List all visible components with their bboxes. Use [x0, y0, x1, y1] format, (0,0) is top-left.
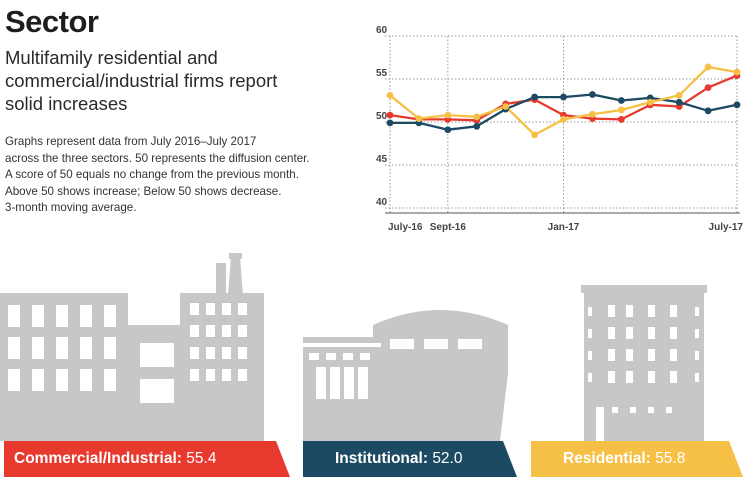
commercial-windows [8, 303, 247, 403]
data-point-commercial_industrial [704, 84, 712, 91]
data-point-residential [560, 116, 567, 123]
subtitle-line: Multifamily residential and [5, 47, 218, 68]
data-point-commercial_industrial [386, 111, 394, 119]
y-tick-label: 45 [376, 154, 388, 165]
residential-banner: Residential: 55.8 [531, 441, 743, 477]
sector-label: Institutional: [335, 450, 428, 467]
chart-description: Graphs represent data from July 2016–Jul… [5, 134, 350, 217]
data-point-residential [733, 68, 741, 76]
description-line: Graphs represent data from July 2016–Jul… [5, 135, 257, 148]
data-point-residential [617, 106, 625, 114]
sector-value: 55.8 [655, 450, 686, 467]
data-point-residential [386, 91, 394, 99]
data-point-residential [502, 103, 510, 110]
data-point-residential [675, 91, 683, 99]
data-point-institutional [675, 98, 683, 106]
description-line: A score of 50 equals no change from the … [5, 168, 299, 181]
data-point-institutional [386, 119, 394, 127]
description-line: Above 50 shows increase; Below 50 shows … [5, 184, 282, 198]
data-point-institutional [560, 93, 567, 101]
description-line: across the three sectors. 50 represents … [5, 151, 310, 165]
data-point-residential [415, 115, 423, 122]
subtitle-line: solid increases [5, 93, 128, 114]
buildings-illustration [0, 253, 707, 441]
x-tick-label: Sept-16 [430, 222, 467, 233]
banner-text: Residential: 55.8 [563, 450, 685, 468]
data-point-commercial_industrial [617, 116, 625, 123]
institutional-windows [303, 339, 482, 399]
x-tick-label: Jan-17 [548, 222, 580, 233]
data-point-residential [531, 131, 538, 139]
data-point-institutional [473, 122, 481, 130]
data-point-institutional [444, 126, 452, 134]
data-point-residential [704, 63, 712, 71]
x-tick-label: July-17 [709, 222, 744, 233]
sector-value: 55.4 [186, 450, 217, 467]
data-point-residential [589, 110, 596, 118]
banner-bg [531, 441, 743, 477]
banner-bg [4, 441, 290, 477]
description-line: 3-month moving average. [5, 201, 137, 214]
data-point-residential [444, 111, 452, 119]
data-point-institutional [733, 101, 741, 109]
institutional-banner: Institutional: 52.0 [303, 441, 517, 477]
sector-value: 52.0 [432, 450, 463, 467]
subtitle-line: commercial/industrial firms report [5, 70, 278, 91]
data-point-residential [473, 113, 481, 121]
page-subtitle: Multifamily residential and commercial/i… [5, 46, 335, 115]
y-tick-label: 50 [376, 111, 388, 122]
data-point-residential [646, 98, 654, 106]
banner-bg [303, 441, 517, 477]
y-tick-label: 55 [376, 68, 388, 79]
page-title: Sector [5, 4, 99, 39]
residential-windows [588, 305, 699, 441]
y-tick-label: 40 [376, 197, 388, 208]
data-point-institutional [589, 91, 596, 98]
banner-text: Commercial/Industrial: 55.4 [14, 450, 216, 468]
line-chart: 40 45 50 55 60 July-16 Sept-16 Jan-17 July-17 [376, 25, 744, 233]
y-tick-label: 60 [376, 25, 388, 36]
sector-label: Residential: [563, 450, 651, 467]
data-point-institutional [531, 93, 538, 101]
sector-label: Commercial/Industrial: [14, 450, 182, 467]
banner-text: Institutional: 52.0 [335, 450, 462, 468]
commercial-industrial-banner: Commercial/Industrial: 55.4 [4, 441, 290, 477]
x-tick-label: July-16 [388, 222, 423, 233]
data-point-institutional [704, 107, 712, 115]
data-point-institutional [617, 97, 625, 104]
